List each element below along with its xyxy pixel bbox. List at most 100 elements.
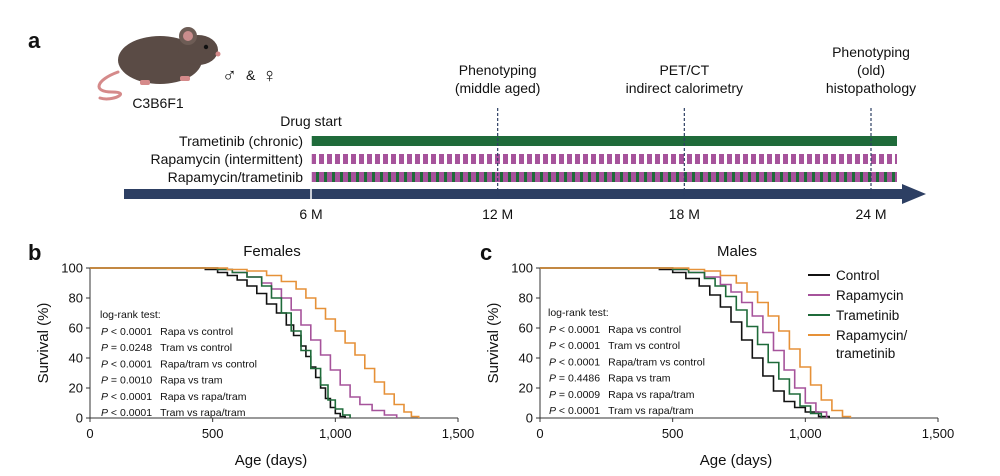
arm-dash: [623, 154, 628, 164]
survival-chart-females: Females 0 20 40 60 80 100 0 500 1,000 1,500 Age (da…: [35, 243, 474, 469]
stat-line: P < 0.0001 Rapa vs rapa/tram: [101, 391, 247, 403]
arm-dash: [367, 154, 372, 164]
arm-dash: [463, 172, 468, 182]
timepoint-label: 18 M: [669, 206, 700, 222]
arm-dash: [575, 154, 580, 164]
male-symbol: ♂: [222, 65, 237, 87]
arm-dash: [495, 172, 500, 182]
arm-dash: [415, 154, 420, 164]
arm-dash: [583, 172, 588, 182]
arm-dash: [359, 154, 364, 164]
arm-dash: [319, 154, 324, 164]
timepoint-label: 12 M: [482, 206, 513, 222]
arm-dash: [711, 172, 716, 182]
series-rapamycin-trametinib: [90, 267, 420, 418]
arm-dash: [895, 154, 897, 164]
x-tick-label: 500: [202, 426, 224, 441]
arm-dash: [815, 172, 820, 182]
stat-comparison: Tram vs control: [160, 342, 232, 354]
arm-label: Trametinib (chronic): [179, 133, 303, 149]
arm-dash: [791, 172, 796, 182]
arm-dash: [455, 154, 460, 164]
stat-comparison: Tram vs rapa/tram: [160, 407, 246, 419]
strain-label: C3B6F1: [132, 95, 184, 111]
stat-p: P: [549, 389, 556, 401]
x-tick-label: 0: [536, 426, 543, 441]
arm-dash: [839, 172, 844, 182]
arm-dash: [311, 154, 316, 164]
arm-dash: [735, 154, 740, 164]
arm-dash: [807, 172, 812, 182]
arm-dash: [559, 154, 564, 164]
arm-dash: [807, 154, 812, 164]
stat-p: P: [101, 358, 108, 370]
arm-dash: [399, 172, 404, 182]
arm-dash: [503, 154, 508, 164]
stat-comparison: Rapa vs tram: [608, 373, 671, 385]
arm-dash: [815, 154, 820, 164]
arm-dash: [335, 154, 340, 164]
legend-label: Trametinib: [836, 308, 899, 323]
arm-dash: [719, 172, 724, 182]
stat-line: P = 0.0248 Tram vs control: [101, 342, 232, 354]
arm-dash: [423, 172, 428, 182]
stat-p: P: [101, 407, 108, 419]
arm-dash: [455, 172, 460, 182]
stat-value: = 0.0010: [108, 375, 152, 387]
chart-title: Males: [717, 243, 757, 260]
arm-dash: [439, 154, 444, 164]
arm-2: Rapamycin/trametinib: [168, 169, 897, 185]
arm-dash: [631, 172, 636, 182]
arm-dash: [767, 172, 772, 182]
arm-dash: [727, 172, 732, 182]
timepoint-6: 6 M: [299, 133, 323, 222]
arm-label: Rapamycin (intermittent): [151, 151, 304, 167]
arm-dash: [487, 172, 492, 182]
arm-dash: [463, 154, 468, 164]
arm-dash: [343, 172, 348, 182]
stat-value: < 0.0001: [556, 340, 600, 352]
legend-item: Control: [808, 268, 880, 283]
arm-dash: [551, 154, 556, 164]
stat-p: P: [549, 324, 556, 336]
arm-dash: [615, 172, 620, 182]
stat-comparison: Rapa vs rapa/tram: [160, 391, 247, 403]
arm-dash: [743, 154, 748, 164]
stat-line: P = 0.0010 Rapa vs tram: [101, 375, 223, 387]
arm-dash: [431, 172, 436, 182]
arm-dash: [647, 154, 652, 164]
arm-dash: [447, 154, 452, 164]
x-tick-label: 1,000: [319, 426, 352, 441]
stat-comparison: Rapa vs control: [608, 324, 681, 336]
arm-dash: [791, 154, 796, 164]
arm-dash: [767, 154, 772, 164]
arm-dash: [703, 172, 708, 182]
arm-dash: [423, 154, 428, 164]
arm-dash: [895, 172, 897, 182]
arm-dash: [415, 172, 420, 182]
arm-dash: [743, 172, 748, 182]
arm-dash: [751, 172, 756, 182]
y-tick-label: 60: [69, 321, 83, 336]
arm-dash: [519, 154, 524, 164]
arm-dash: [431, 154, 436, 164]
arm-dash: [847, 154, 852, 164]
legend-item: Rapamycin/trametinib: [808, 328, 908, 361]
stat-value: < 0.0001: [108, 326, 152, 338]
stats-header: log-rank test:: [100, 309, 161, 321]
stat-comparison: Tram vs control: [608, 340, 680, 352]
arm-dash: [695, 172, 700, 182]
panel-b-letter: b: [28, 240, 41, 265]
arm-dash: [343, 154, 348, 164]
stat-p: P: [101, 326, 108, 338]
x-tick-label: 1,000: [789, 426, 822, 441]
arm-dash: [615, 154, 620, 164]
arm-dash: [543, 172, 548, 182]
arm-dash: [511, 172, 516, 182]
y-tick-label: 100: [511, 261, 533, 276]
stat-value: = 0.4486: [556, 373, 600, 385]
arm-dash: [591, 154, 596, 164]
arm-dash: [375, 154, 380, 164]
y-tick-label: 60: [519, 321, 533, 336]
timeline: 6 M 12 M Phenotyping (middle aged) 18 M PET/C…: [124, 44, 926, 222]
